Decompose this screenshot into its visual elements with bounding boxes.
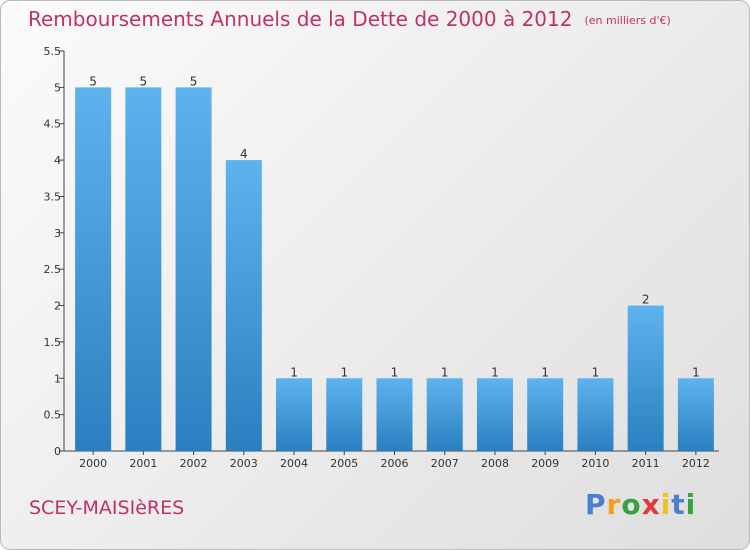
- bar: [125, 87, 162, 451]
- x-tick-label: 2000: [79, 457, 107, 470]
- y-tick-label: 4: [54, 154, 61, 167]
- y-tick-label: 0.5: [44, 409, 62, 422]
- x-tick-label: 2011: [632, 457, 660, 470]
- data-label: 1: [541, 365, 549, 379]
- proxiti-logo[interactable]: Proxiti: [585, 488, 696, 521]
- data-label: 1: [340, 365, 348, 379]
- chart-title: Remboursements Annuels de la Dette de 20…: [28, 7, 671, 31]
- y-tick-label: 3: [54, 227, 61, 240]
- data-label: 5: [89, 74, 97, 88]
- bar: [426, 378, 463, 451]
- y-tick-label: 1: [54, 372, 61, 385]
- bar: [376, 378, 413, 451]
- logo-letter: i: [660, 488, 672, 521]
- x-tick-label: 2010: [581, 457, 609, 470]
- x-tick-label: 2003: [230, 457, 258, 470]
- y-tick-label: 3.5: [44, 190, 62, 203]
- x-tick-label: 2009: [531, 457, 559, 470]
- x-tick-label: 2007: [431, 457, 459, 470]
- x-tick-label: 2012: [682, 457, 710, 470]
- x-tick-label: 2008: [481, 457, 509, 470]
- chart-bars: 5 5 5 4 1 1 1 1 1 1 1 2 1: [75, 74, 714, 451]
- bar: [326, 378, 363, 451]
- logo-letter: t: [671, 488, 686, 521]
- title-unit: (en milliers d'€): [584, 14, 671, 27]
- data-label: 4: [240, 147, 248, 161]
- logo-letter: i: [685, 488, 697, 521]
- y-tick-label: 2: [54, 300, 61, 313]
- bar: [276, 378, 313, 451]
- logo-letter: r: [606, 488, 622, 521]
- logo-letter: P: [585, 488, 607, 521]
- data-label: 5: [140, 74, 148, 88]
- x-tick-label: 2002: [180, 457, 208, 470]
- bar: [75, 87, 112, 451]
- y-tick-label: 1.5: [44, 336, 62, 349]
- bar: [627, 305, 664, 451]
- data-label: 2: [642, 293, 650, 307]
- x-tick-label: 2006: [381, 457, 409, 470]
- title-text: Remboursements Annuels de la Dette de 20…: [28, 7, 573, 31]
- data-label: 1: [290, 365, 298, 379]
- y-tick-label: 5.5: [44, 45, 62, 58]
- bar: [175, 87, 212, 451]
- bar: [577, 378, 614, 451]
- city-name: SCEY-MAISIèRES: [29, 497, 185, 519]
- x-tick-label: 2001: [129, 457, 157, 470]
- data-label: 1: [491, 365, 499, 379]
- bar: [476, 378, 513, 451]
- y-tick-label: 2.5: [44, 263, 62, 276]
- bar: [225, 160, 262, 451]
- chart-axes: 0 0.5 1 1.5 2 2.5 3 3.5 4 4.5 5 5.5 2000 2001 2002 2003…: [44, 45, 719, 470]
- x-tick-label: 2004: [280, 457, 308, 470]
- data-label: 1: [391, 365, 399, 379]
- bar: [527, 378, 564, 451]
- bar: [677, 378, 714, 451]
- data-label: 5: [190, 74, 198, 88]
- data-label: 1: [692, 365, 700, 379]
- logo-letter: o: [621, 488, 642, 521]
- logo-letter: x: [641, 488, 661, 521]
- data-label: 1: [592, 365, 600, 379]
- y-tick-label: 4.5: [44, 118, 62, 131]
- x-tick-label: 2005: [330, 457, 358, 470]
- y-tick-label: 5: [54, 81, 61, 94]
- data-label: 1: [441, 365, 449, 379]
- y-tick-label: 0: [54, 445, 61, 458]
